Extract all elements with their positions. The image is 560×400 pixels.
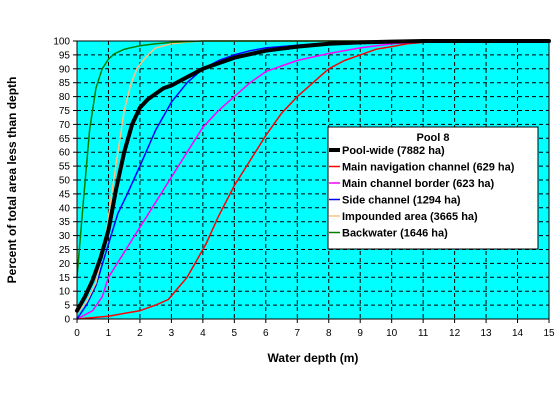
y-tick-label: 35 — [59, 217, 71, 228]
x-tick-label: 2 — [137, 328, 143, 339]
y-tick-label: 45 — [59, 189, 71, 200]
y-tick-label: 20 — [59, 259, 71, 270]
x-tick-label: 0 — [74, 328, 80, 339]
y-tick-label: 50 — [59, 176, 71, 187]
x-tick-label: 7 — [294, 328, 300, 339]
legend-entry: Side channel (1294 ha) — [342, 195, 461, 207]
legend-entry: Pool-wide (7882 ha) — [342, 145, 445, 157]
y-tick-label: 40 — [59, 203, 71, 214]
y-tick-label: 5 — [64, 301, 70, 312]
x-tick-label: 1 — [106, 328, 112, 339]
x-tick-label: 8 — [326, 328, 332, 339]
x-tick-label: 4 — [200, 328, 206, 339]
x-tick-label: 10 — [386, 328, 398, 339]
x-tick-label: 15 — [543, 328, 555, 339]
x-tick-label: 9 — [357, 328, 363, 339]
series-line — [75, 39, 551, 313]
y-axis-ticks: 0 5 10 15 20 25 30 35 40 45 50 55 60 65 70 75 80 85 90 95 10… — [53, 37, 77, 326]
y-tick-label: 80 — [59, 92, 71, 103]
y-tick-label: 60 — [59, 148, 71, 159]
y-tick-label: 55 — [59, 162, 71, 173]
series-lines — [75, 39, 551, 320]
y-tick-label: 70 — [59, 120, 71, 131]
x-axis-label: Water depth (m) — [268, 351, 359, 365]
series-line — [76, 40, 550, 320]
y-tick-label: 30 — [59, 231, 71, 242]
legend-entry: Main navigation channel (629 ha) — [342, 162, 515, 174]
y-tick-label: 75 — [59, 106, 71, 117]
legend-items: Pool-wide (7882 ha) Main navigation chann… — [329, 145, 515, 240]
y-tick-label: 15 — [59, 273, 71, 284]
y-tick-label: 65 — [59, 134, 71, 145]
legend: Pool 8 Pool-wide (7882 ha) Main navigatio… — [327, 126, 539, 250]
legend-entry: Main channel border (623 ha) — [342, 178, 495, 190]
y-tick-label: 0 — [64, 315, 70, 326]
x-tick-label: 6 — [263, 328, 269, 339]
y-tick-label: 10 — [59, 287, 71, 298]
x-tick-label: 14 — [512, 328, 524, 339]
x-tick-label: 3 — [169, 328, 175, 339]
legend-entry: Backwater (1646 ha) — [342, 228, 448, 240]
legend-box — [327, 126, 539, 250]
y-tick-label: 25 — [59, 245, 71, 256]
x-tick-label: 5 — [232, 328, 238, 339]
x-axis-ticks: 0 1 2 3 4 5 6 7 8 9 10 11 12 13 14 15 — [74, 319, 555, 339]
x-tick-label: 12 — [449, 328, 461, 339]
y-tick-label: 95 — [59, 50, 71, 61]
x-tick-label: 13 — [481, 328, 493, 339]
series-line — [76, 40, 550, 320]
legend-entry: Impounded area (3665 ha) — [342, 211, 478, 223]
y-axis-label: Percent of total area less than depth — [5, 77, 19, 284]
y-tick-label: 85 — [59, 78, 71, 89]
y-tick-label: 90 — [59, 64, 71, 75]
legend-title: Pool 8 — [416, 132, 449, 144]
y-tick-label: 100 — [53, 37, 70, 48]
x-tick-label: 11 — [418, 328, 429, 339]
